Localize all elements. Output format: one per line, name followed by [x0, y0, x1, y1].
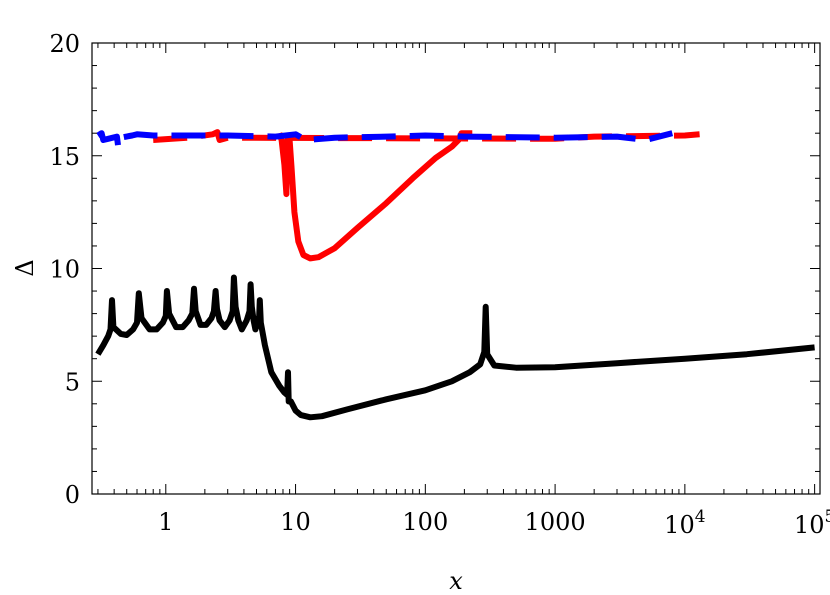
- series-layer: [95, 129, 815, 421]
- series-line-2: [153, 129, 700, 143]
- x-tick-label: 10: [280, 508, 311, 536]
- y-tick-label: 0: [65, 481, 80, 509]
- x-tick-label: 105: [794, 507, 830, 539]
- y-axis-title: Δ: [11, 259, 39, 276]
- plot-frame: [91, 42, 821, 495]
- y-tick-label: 15: [49, 143, 80, 171]
- x-tick-label: 100: [402, 508, 448, 536]
- y-tick-label: 10: [49, 256, 80, 284]
- x-tick-label-base: 10: [664, 511, 695, 539]
- x-tick-label: 104: [664, 507, 705, 539]
- series-line-1: [276, 130, 473, 262]
- x-tick-label: 1: [158, 508, 173, 536]
- x-tick-label-base: 10: [794, 511, 825, 539]
- x-axis-title: x: [449, 567, 463, 595]
- x-tick-label-exponent: 4: [695, 507, 706, 527]
- x-tick-label-exponent: 5: [824, 507, 830, 527]
- series-line-0: [95, 274, 815, 421]
- x-tick-label: 1000: [525, 508, 586, 536]
- series-line-3: [96, 130, 674, 150]
- y-tick-label: 5: [65, 368, 80, 396]
- y-tick-label: 20: [49, 30, 80, 58]
- ticks-layer: [92, 42, 820, 495]
